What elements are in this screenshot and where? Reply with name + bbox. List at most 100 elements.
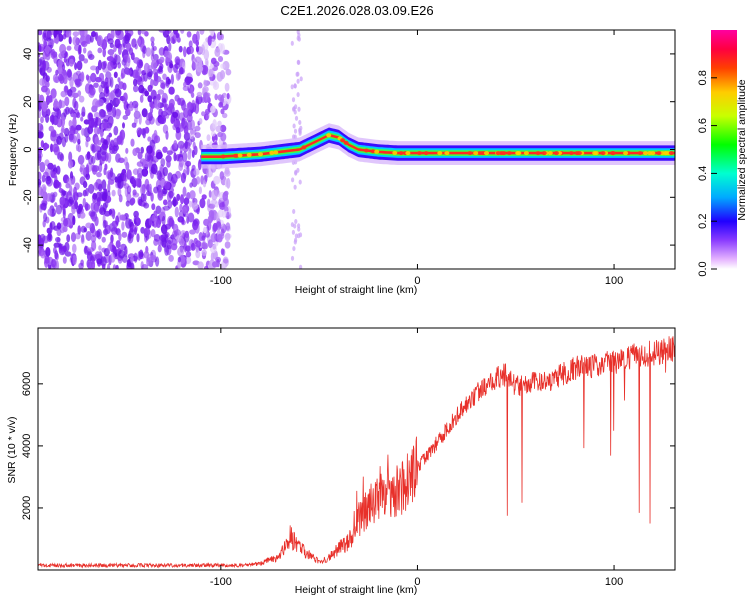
noise-blob	[207, 215, 213, 224]
noise-blob	[56, 117, 63, 128]
noise-blob	[168, 42, 172, 52]
noise-blob	[223, 190, 229, 196]
noise-blob	[94, 253, 102, 260]
noise-blob	[58, 52, 65, 59]
noise-blob	[291, 229, 295, 235]
noise-blob	[98, 245, 102, 251]
noise-blob	[293, 184, 297, 190]
noise-blob	[97, 98, 104, 107]
noise-blob	[44, 255, 50, 264]
noise-blob	[121, 168, 127, 175]
noise-blob	[138, 113, 142, 125]
x-tick-label: 0	[414, 275, 420, 287]
noise-blob	[47, 208, 53, 216]
noise-blob	[165, 51, 173, 63]
noise-blob	[93, 126, 101, 135]
signal-peak	[269, 150, 275, 155]
noise-blob	[186, 113, 193, 123]
noise-blob	[100, 128, 104, 138]
noise-blob	[157, 89, 165, 95]
noise-blob	[164, 180, 171, 190]
noise-blob	[295, 71, 299, 77]
noise-blob	[184, 230, 189, 239]
noise-blob	[88, 183, 95, 194]
noise-blob	[50, 88, 57, 99]
noise-blob	[150, 53, 154, 62]
noise-blob	[121, 221, 125, 231]
noise-blob	[136, 233, 140, 243]
noise-blob	[222, 112, 228, 119]
noise-blob	[169, 63, 174, 69]
noise-blob	[92, 192, 98, 200]
y-tick-label: 6000	[21, 372, 33, 396]
noise-blob	[91, 144, 96, 154]
noise-blob	[147, 95, 153, 103]
signal-peak	[246, 152, 252, 157]
signal-peak	[416, 151, 422, 156]
noise-blob	[78, 262, 84, 269]
noise-blob	[137, 38, 141, 46]
noise-blob	[191, 61, 196, 72]
noise-blob	[68, 196, 74, 204]
noise-blob	[53, 100, 60, 110]
noise-blob	[122, 115, 128, 120]
noise-blob	[72, 31, 80, 37]
noise-blob	[151, 163, 158, 175]
noise-blob	[293, 128, 298, 134]
noise-blob	[83, 227, 88, 233]
noise-blob	[134, 227, 137, 235]
noise-blob	[224, 167, 230, 175]
noise-blob	[297, 223, 301, 229]
signal-peak	[547, 151, 553, 156]
noise-blob	[177, 256, 182, 263]
noise-blob	[132, 148, 138, 157]
noise-blob	[178, 67, 184, 75]
noise-blob	[63, 127, 70, 137]
noise-blob	[104, 77, 109, 86]
noise-blob	[61, 190, 67, 196]
noise-blob	[172, 111, 179, 118]
noise-blob	[79, 211, 86, 219]
noise-blob	[160, 158, 166, 167]
signal-peak	[637, 151, 643, 156]
noise-blob	[60, 128, 65, 134]
noise-blob	[225, 222, 231, 231]
noise-blob	[126, 42, 132, 52]
noise-blob	[62, 208, 66, 219]
noise-blob	[155, 256, 160, 267]
noise-blob	[136, 127, 143, 136]
noise-blob	[96, 35, 103, 46]
noise-blob	[103, 228, 108, 236]
noise-blob	[83, 58, 89, 64]
noise-blob	[291, 177, 295, 183]
noise-blob	[109, 76, 114, 88]
noise-blob	[197, 82, 203, 89]
noise-blob	[190, 92, 195, 98]
noise-blob	[206, 198, 211, 208]
noise-blob	[85, 136, 91, 142]
noise-blob	[143, 72, 148, 82]
noise-blob	[102, 219, 107, 229]
noise-blob	[206, 134, 211, 142]
noise-blob	[90, 234, 97, 243]
noise-blob	[123, 55, 128, 64]
noise-blob	[50, 48, 56, 60]
noise-blob	[38, 58, 42, 67]
x-tick-label: 0	[414, 576, 420, 588]
noise-blob	[204, 58, 209, 66]
noise-blob	[164, 103, 168, 112]
noise-blob	[115, 264, 119, 269]
noise-blob	[101, 61, 107, 70]
noise-blob	[46, 227, 51, 234]
noise-blob	[72, 243, 77, 254]
noise-blob	[122, 122, 125, 129]
noise-blob	[163, 199, 168, 206]
signal-peak	[593, 151, 599, 156]
noise-blob	[151, 41, 155, 47]
noise-blob	[50, 143, 54, 153]
colorbar-tick-label: 0.0	[697, 261, 709, 276]
noise-blob	[108, 92, 115, 102]
noise-blob	[124, 30, 129, 35]
noise-blob	[63, 245, 67, 253]
noise-blob	[203, 79, 207, 87]
